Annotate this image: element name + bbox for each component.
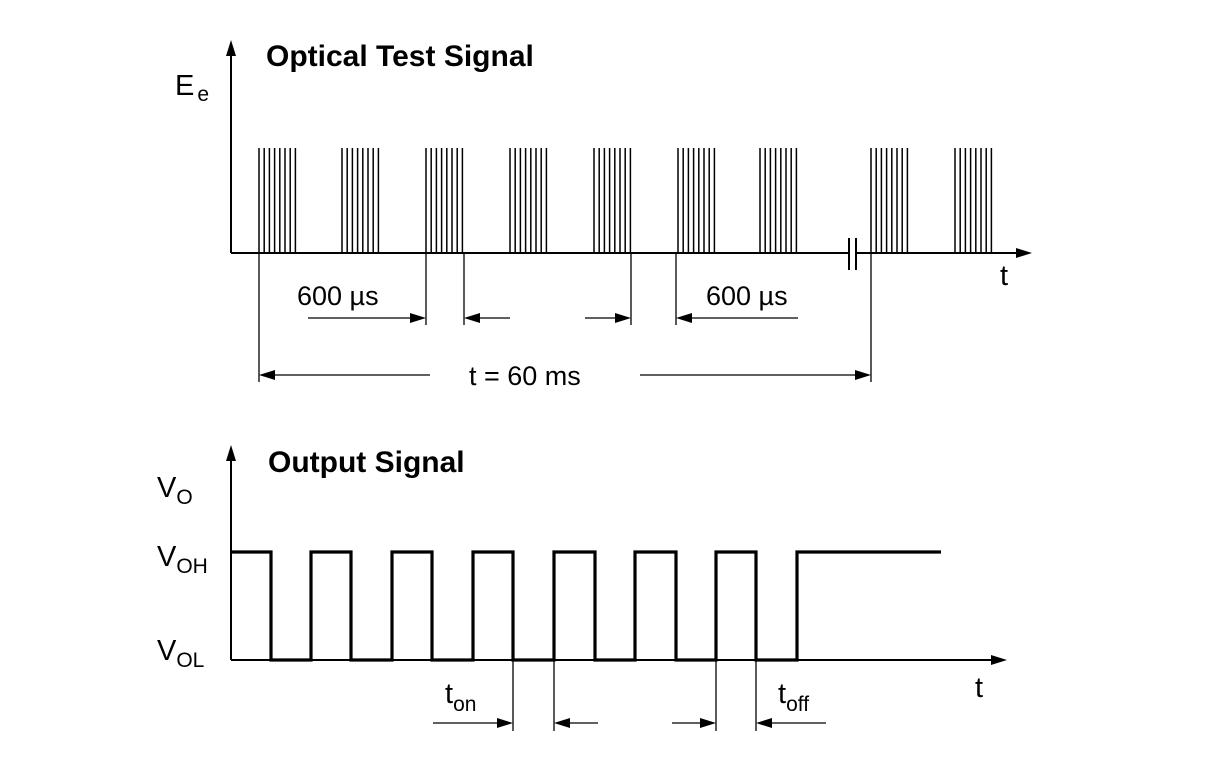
output-y-symbol: V [157,472,177,504]
toff-symbol: t [778,678,786,710]
ton-subscript: on [453,693,476,716]
vol-symbol: V [157,635,177,667]
dim-600us-left-label: 600 µs [297,281,379,311]
optical-y-symbol: E [175,70,194,102]
pulse-burst [593,148,632,253]
output-signal-panel: Output Signal VO VOH VOL t ton toff [157,445,1007,731]
pulse-burst [870,148,909,253]
ton-label: ton [445,678,476,716]
optical-title: Optical Test Signal [266,40,534,73]
optical-y-subscript: e [197,83,209,106]
pulse-burst [425,148,464,253]
output-y-axis-arrowhead [226,445,236,461]
dim-600us-right-label: 600 µs [706,281,788,311]
toff-label: toff [778,678,809,716]
dim-60ms-label: t = 60 ms [469,361,581,391]
dim-gap-right-arrowhead [615,313,631,323]
toff-subscript: off [786,693,809,716]
pulse-burst [341,148,380,253]
dim-60ms-left-arrowhead [259,370,275,380]
output-x-label: t [975,672,983,704]
output-y-subscript: O [176,486,192,509]
ton-symbol: t [445,678,453,710]
dim-60ms-right-arrowhead [855,370,871,380]
pulse-bursts [258,148,993,253]
output-waveform [231,550,941,662]
output-y-label: VO [157,472,193,509]
ton-arrowhead-left [497,718,513,728]
voh-subscript: OH [176,555,208,578]
optical-y-axis-arrowhead [226,40,236,56]
ton-arrowhead-right [554,718,570,728]
pulse-burst [677,148,716,253]
optical-x-axis-arrowhead [1016,248,1032,258]
voh-label: VOH [157,541,208,578]
pulse-burst [258,148,297,253]
dim-600us-left-arrowhead [410,313,426,323]
optical-x-label: t [1000,260,1008,292]
dim-gap-left-arrowhead [464,313,480,323]
toff-arrowhead-right [756,718,772,728]
vol-subscript: OL [176,649,204,672]
toff-arrowhead-left [700,718,716,728]
dim-600us-right-arrowhead [676,313,692,323]
pulse-burst [759,148,798,253]
output-title: Output Signal [268,446,465,479]
vol-label: VOL [157,635,204,672]
pulse-burst [509,148,548,253]
output-x-axis-arrowhead [991,655,1007,665]
pulse-burst [954,148,993,253]
voh-symbol: V [157,541,177,573]
